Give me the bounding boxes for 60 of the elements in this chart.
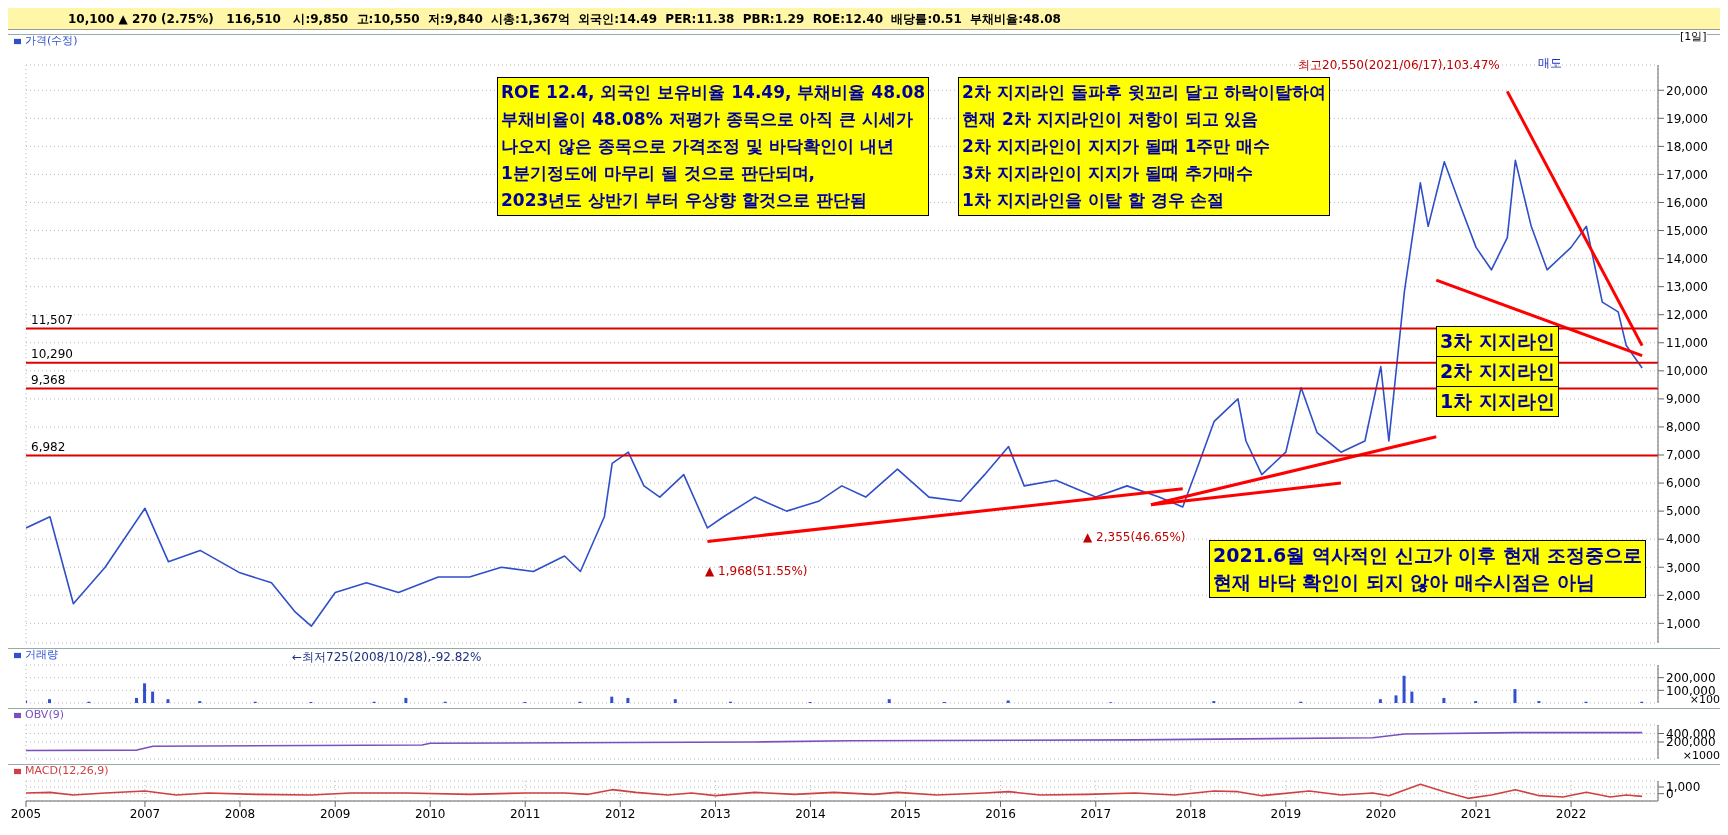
- ref-line-label: 9,368: [31, 372, 66, 387]
- annotation: 2차 지지라인: [1436, 356, 1559, 387]
- annotation: ▲ 1,968(51.55%): [705, 564, 808, 578]
- y-tick-label: 19,000: [1666, 111, 1708, 126]
- x-tick-label: 2018: [1175, 806, 1207, 821]
- y-tick-label: 20,000: [1666, 83, 1708, 98]
- x-tick-label: 2009: [319, 806, 351, 821]
- x-tick-label: 2008: [224, 806, 256, 821]
- y-tick-label: 16,000: [1666, 195, 1708, 210]
- y-tick-label: 4,000: [1666, 532, 1701, 547]
- x-tick-label: 2021: [1460, 806, 1492, 821]
- annotation: ▲ 2,355(46.65%): [1083, 530, 1186, 544]
- y-tick-label: 11,000: [1666, 336, 1708, 351]
- y-tick-label: 12,000: [1666, 307, 1708, 322]
- y-tick-label: 7,000: [1666, 448, 1701, 463]
- y-axis-title: ×1000: [1682, 749, 1720, 762]
- y-tick-label: 200,000: [1666, 670, 1716, 685]
- y-tick-label: 5,000: [1666, 504, 1701, 519]
- y-tick-label: 13,000: [1666, 279, 1708, 294]
- x-tick-label: 2012: [604, 806, 636, 821]
- y-tick-label: 8,000: [1666, 420, 1701, 435]
- legend-label: MACD(12,26,9): [25, 764, 109, 777]
- x-tick-label: 2010: [414, 806, 446, 821]
- y-tick-label: 14,000: [1666, 251, 1708, 266]
- x-tick-label: 2017: [1080, 806, 1112, 821]
- text: ←최저725(2008/10/28),-92.82%: [292, 650, 482, 664]
- x-tick-label: 2013: [700, 806, 731, 821]
- legend-label: OBV(9): [25, 708, 64, 721]
- y-tick-label: 9,000: [1666, 392, 1701, 407]
- ref-line-label: 6,982: [31, 439, 66, 454]
- legend-label: 거래량: [25, 648, 58, 661]
- x-tick-label: 2007: [129, 806, 161, 821]
- annotation: 매도: [1538, 56, 1562, 70]
- x-tick-label: 2014: [795, 806, 826, 821]
- y-tick-label: 17,000: [1666, 167, 1708, 182]
- x-tick-label: 2016: [985, 806, 1016, 821]
- y-tick-label: 18,000: [1666, 139, 1708, 154]
- text: [1일]: [1680, 30, 1707, 44]
- ref-line-label: 11,507: [31, 312, 73, 327]
- x-tick-label: 2011: [509, 806, 541, 821]
- x-tick-label: 2019: [1270, 806, 1302, 821]
- ref-line-label: 10,290: [31, 346, 73, 361]
- annotation: 1차 지지라인: [1436, 386, 1559, 417]
- annotation: 2021.6월 역사적인 신고가 이후 현재 조정중으로 현재 바닥 확인이 되지 않아 매수시점은 아님: [1209, 540, 1647, 598]
- y-tick-label: 3,000: [1666, 560, 1701, 575]
- x-tick-label: 2022: [1555, 806, 1587, 821]
- annotation: 최고20,550(2021/06/17),103.47%: [1298, 58, 1500, 72]
- legend-label: 가격(수정): [25, 34, 78, 47]
- y-tick-label: 6,000: [1666, 476, 1701, 491]
- x-tick-label: 2005: [10, 806, 42, 821]
- annotation: 3차 지지라인: [1436, 326, 1559, 357]
- x-tick-label: 2020: [1365, 806, 1397, 821]
- x-tick-label: 2015: [890, 806, 921, 821]
- y-tick-label: 15,000: [1666, 223, 1708, 238]
- annotation: ROE 12.4, 외국인 보유비율 14.49, 부채비율 48.08 부채비율이 48.08% 저평가 종목으로 아직 큰 시세가 나오지 않은 종목으로 가격조정 및 바닥확인이 내년 1분기정도에 마무리 될 것으로 판단되며, 2023년도 상반기 부터 우상향 할것으로 판단됨: [497, 77, 930, 216]
- y-tick-label: 1,000: [1666, 616, 1701, 631]
- y-tick-label: 2,000: [1666, 588, 1701, 603]
- chart-title: 10,100 ▲ 270 (2.75%) 116,510 시:9,850 고:10,550 저:9,840 시총:1,367억 외국인:14.49 PER:11.38 PBR:1.29 ROE:12.40 배당률:0.51 부채비율:48.08: [8, 8, 1720, 30]
- annotation: 2차 지지라인 돌파후 윗꼬리 달고 하락이탈하여 현재 2차 지지라인이 저항이 되고 있음 2차 지지라인이 지지가 될때 1주만 매수 3차 지지라인이 지지가 될때 추가매수 1차 지지라인을 이탈 할 경우 손절: [958, 77, 1331, 216]
- y-tick-label: 10,000: [1666, 364, 1708, 379]
